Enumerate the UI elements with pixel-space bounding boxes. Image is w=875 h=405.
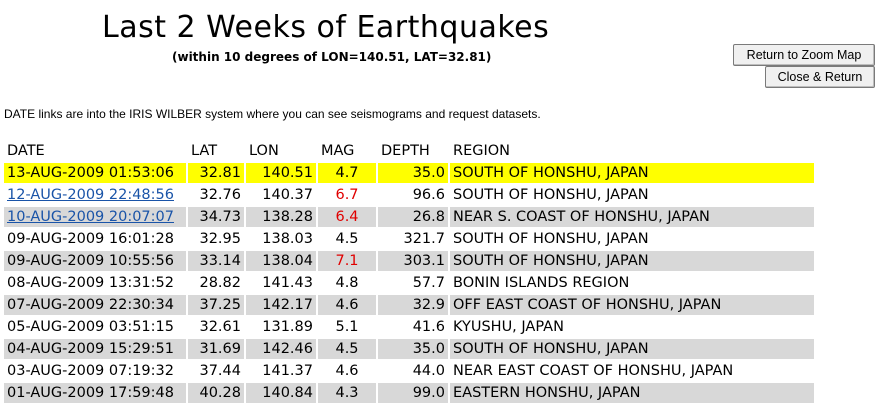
cell-lon: 138.04: [246, 251, 316, 271]
cell-lat: 37.44: [188, 361, 244, 381]
table-row: 09-AUG-2009 10:55:56 33.14 138.04 7.1 303.1 S…: [4, 251, 814, 271]
cell-mag: 4.5: [318, 339, 376, 359]
cell-lon: 141.43: [246, 273, 316, 293]
cell-mag: 4.6: [318, 295, 376, 315]
cell-date: 10-AUG-2009 20:07:07: [4, 207, 186, 227]
cell-lat: 34.73: [188, 207, 244, 227]
cell-lat: 32.81: [188, 163, 244, 183]
cell-depth: 35.0: [378, 163, 448, 183]
cell-mag: 6.4: [318, 207, 376, 227]
cell-lon: 138.03: [246, 229, 316, 249]
cell-region: BONIN ISLANDS REGION: [450, 273, 814, 293]
iris-note: DATE links are into the IRIS WILBER syst…: [4, 107, 541, 121]
cell-date: 07-AUG-2009 22:30:34: [4, 295, 186, 315]
cell-depth: 303.1: [378, 251, 448, 271]
header-lon: LON: [246, 141, 316, 161]
table-row: 13-AUG-2009 01:53:06 32.81 140.51 4.7 35.0 SO…: [4, 163, 814, 183]
table-row: 07-AUG-2009 22:30:34 37.25 142.17 4.6 32.9 OF…: [4, 295, 814, 315]
cell-mag: 7.1: [318, 251, 376, 271]
cell-depth: 35.0: [378, 339, 448, 359]
cell-lon: 141.37: [246, 361, 316, 381]
cell-mag: 6.7: [318, 185, 376, 205]
cell-mag: 4.5: [318, 229, 376, 249]
cell-lat: 40.28: [188, 383, 244, 403]
cell-lon: 140.37: [246, 185, 316, 205]
cell-lon: 140.51: [246, 163, 316, 183]
cell-date: 04-AUG-2009 15:29:51: [4, 339, 186, 359]
table-row: 01-AUG-2009 17:59:48 40.28 140.84 4.3 99.0 EA…: [4, 383, 814, 403]
table-header-row: DATE LAT LON MAG DEPTH REGION: [4, 141, 814, 161]
earthquake-table: DATE LAT LON MAG DEPTH REGION 13-AUG-200…: [2, 139, 816, 405]
cell-region: EASTERN HONSHU, JAPAN: [450, 383, 814, 403]
cell-depth: 26.8: [378, 207, 448, 227]
table-row: 12-AUG-2009 22:48:56 32.76 140.37 6.7 96.6 SO…: [4, 185, 814, 205]
cell-mag: 4.7: [318, 163, 376, 183]
cell-lat: 31.69: [188, 339, 244, 359]
header-date: DATE: [4, 141, 186, 161]
table-row: 04-AUG-2009 15:29:51 31.69 142.46 4.5 35.0 SO…: [4, 339, 814, 359]
wilber-date-link[interactable]: 10-AUG-2009 20:07:07: [7, 209, 174, 225]
cell-date: 05-AUG-2009 03:51:15: [4, 317, 186, 337]
header-mag: MAG: [318, 141, 376, 161]
cell-depth: 321.7: [378, 229, 448, 249]
cell-lon: 138.28: [246, 207, 316, 227]
cell-date: 12-AUG-2009 22:48:56: [4, 185, 186, 205]
cell-lon: 131.89: [246, 317, 316, 337]
cell-lat: 37.25: [188, 295, 244, 315]
cell-region: NEAR EAST COAST OF HONSHU, JAPAN: [450, 361, 814, 381]
cell-region: SOUTH OF HONSHU, JAPAN: [450, 229, 814, 249]
cell-date: 09-AUG-2009 16:01:28: [4, 229, 186, 249]
cell-depth: 32.9: [378, 295, 448, 315]
header-region: REGION: [450, 141, 814, 161]
page-title: Last 2 Weeks of Earthquakes: [102, 10, 550, 45]
cell-date: 01-AUG-2009 17:59:48: [4, 383, 186, 403]
cell-lat: 28.82: [188, 273, 244, 293]
cell-mag: 5.1: [318, 317, 376, 337]
wilber-date-link[interactable]: 12-AUG-2009 22:48:56: [7, 187, 174, 203]
cell-lon: 142.46: [246, 339, 316, 359]
table-row: 03-AUG-2009 07:19:32 37.44 141.37 4.6 44.0 NE…: [4, 361, 814, 381]
cell-mag: 4.3: [318, 383, 376, 403]
header-lat: LAT: [188, 141, 244, 161]
cell-depth: 96.6: [378, 185, 448, 205]
cell-lon: 142.17: [246, 295, 316, 315]
cell-depth: 44.0: [378, 361, 448, 381]
cell-lat: 32.95: [188, 229, 244, 249]
cell-depth: 57.7: [378, 273, 448, 293]
earthquake-table-body: 13-AUG-2009 01:53:06 32.81 140.51 4.7 35.0 SO…: [4, 163, 814, 403]
table-row: 05-AUG-2009 03:51:15 32.61 131.89 5.1 41.6 KY…: [4, 317, 814, 337]
cell-region: OFF EAST COAST OF HONSHU, JAPAN: [450, 295, 814, 315]
cell-lat: 32.76: [188, 185, 244, 205]
cell-mag: 4.8: [318, 273, 376, 293]
cell-region: KYUSHU, JAPAN: [450, 317, 814, 337]
page-subtitle: (within 10 degrees of LON=140.51, LAT=32…: [172, 50, 492, 64]
close-and-return-button[interactable]: Close & Return: [765, 66, 875, 88]
cell-date: 08-AUG-2009 13:31:52: [4, 273, 186, 293]
cell-region: SOUTH OF HONSHU, JAPAN: [450, 163, 814, 183]
cell-date: 09-AUG-2009 10:55:56: [4, 251, 186, 271]
cell-region: SOUTH OF HONSHU, JAPAN: [450, 251, 814, 271]
cell-region: SOUTH OF HONSHU, JAPAN: [450, 185, 814, 205]
cell-lon: 140.84: [246, 383, 316, 403]
header-depth: DEPTH: [378, 141, 448, 161]
cell-region: NEAR S. COAST OF HONSHU, JAPAN: [450, 207, 814, 227]
cell-date: 13-AUG-2009 01:53:06: [4, 163, 186, 183]
table-row: 09-AUG-2009 16:01:28 32.95 138.03 4.5 321.7 S…: [4, 229, 814, 249]
return-to-zoom-map-button[interactable]: Return to Zoom Map: [733, 44, 875, 66]
cell-date: 03-AUG-2009 07:19:32: [4, 361, 186, 381]
table-row: 08-AUG-2009 13:31:52 28.82 141.43 4.8 57.7 BO…: [4, 273, 814, 293]
cell-mag: 4.6: [318, 361, 376, 381]
cell-depth: 41.6: [378, 317, 448, 337]
cell-lat: 32.61: [188, 317, 244, 337]
cell-lat: 33.14: [188, 251, 244, 271]
cell-region: SOUTH OF HONSHU, JAPAN: [450, 339, 814, 359]
table-row: 10-AUG-2009 20:07:07 34.73 138.28 6.4 26.8 NE…: [4, 207, 814, 227]
cell-depth: 99.0: [378, 383, 448, 403]
